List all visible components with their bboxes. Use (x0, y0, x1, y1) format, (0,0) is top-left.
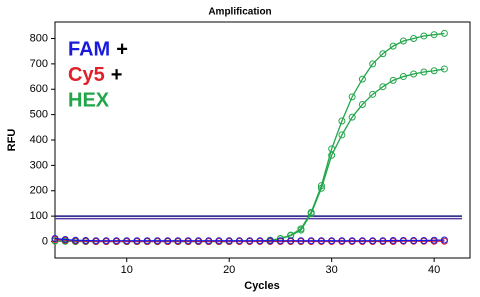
data-point (358, 100, 366, 108)
data-point (297, 237, 305, 245)
data-point (348, 93, 356, 101)
data-point (225, 237, 233, 245)
data-point (51, 234, 59, 242)
y-tick-label: 300 (30, 159, 48, 171)
data-point (348, 113, 356, 121)
data-point (276, 237, 284, 245)
data-point (358, 237, 366, 245)
data-point (287, 237, 295, 245)
y-tick-label: 400 (30, 134, 48, 146)
data-point (194, 237, 202, 245)
data-point (307, 210, 315, 218)
data-point (399, 236, 407, 244)
data-point (348, 237, 356, 245)
y-tick-label: 100 (30, 210, 48, 222)
data-point (174, 237, 182, 245)
data-point (379, 83, 387, 91)
data-point (410, 236, 418, 244)
data-point (82, 236, 90, 244)
data-point (369, 60, 377, 68)
y-tick-label: 800 (30, 32, 48, 44)
data-point (328, 237, 336, 245)
data-point (71, 236, 79, 244)
data-point (440, 29, 448, 37)
data-point (338, 117, 346, 125)
x-tick-label: 10 (121, 264, 133, 276)
data-point (399, 73, 407, 81)
data-point (112, 237, 120, 245)
data-point (369, 90, 377, 98)
data-point (379, 237, 387, 245)
legend-suffix: + (116, 38, 128, 60)
data-point (338, 131, 346, 139)
x-tick-label: 20 (223, 264, 235, 276)
data-point (307, 237, 315, 245)
data-point (410, 70, 418, 78)
data-point (430, 67, 438, 75)
data-point (420, 236, 428, 244)
data-point (123, 237, 131, 245)
data-point (215, 237, 223, 245)
data-point (317, 184, 325, 192)
y-tick-label: 600 (30, 83, 48, 95)
data-point (61, 235, 69, 243)
data-point (153, 237, 161, 245)
data-point (358, 75, 366, 83)
data-point (430, 236, 438, 244)
y-axis-label: RFU (6, 129, 18, 152)
data-point (164, 237, 172, 245)
data-point (379, 50, 387, 58)
data-point (369, 237, 377, 245)
data-point (133, 237, 141, 245)
data-point (410, 34, 418, 42)
data-point (399, 37, 407, 45)
data-point (440, 236, 448, 244)
chart-title: Amplification (208, 7, 271, 18)
y-tick-label: 700 (30, 58, 48, 70)
data-point (440, 65, 448, 73)
data-point (420, 32, 428, 40)
data-point (266, 237, 274, 245)
data-point (184, 237, 192, 245)
data-point (328, 151, 336, 159)
legend-suffix: + (111, 64, 123, 86)
x-tick-label: 40 (428, 264, 440, 276)
data-point (92, 237, 100, 245)
data-point (205, 237, 213, 245)
data-point (389, 42, 397, 50)
x-axis-label: Cycles (244, 280, 279, 292)
y-tick-label: 0 (42, 235, 48, 247)
data-point (256, 237, 264, 245)
data-point (420, 68, 428, 76)
data-point (389, 76, 397, 84)
legend-label: Cy5 (68, 64, 105, 86)
x-tick-label: 30 (326, 264, 338, 276)
legend-label: FAM (68, 38, 110, 60)
data-point (317, 237, 325, 245)
data-point (102, 237, 110, 245)
y-tick-label: 500 (30, 109, 48, 121)
data-point (143, 237, 151, 245)
data-point (297, 226, 305, 234)
data-point (389, 236, 397, 244)
legend-label: HEX (68, 89, 110, 111)
data-point (338, 237, 346, 245)
data-point (246, 237, 254, 245)
data-point (235, 237, 243, 245)
data-point (430, 31, 438, 39)
y-tick-label: 200 (30, 185, 48, 197)
